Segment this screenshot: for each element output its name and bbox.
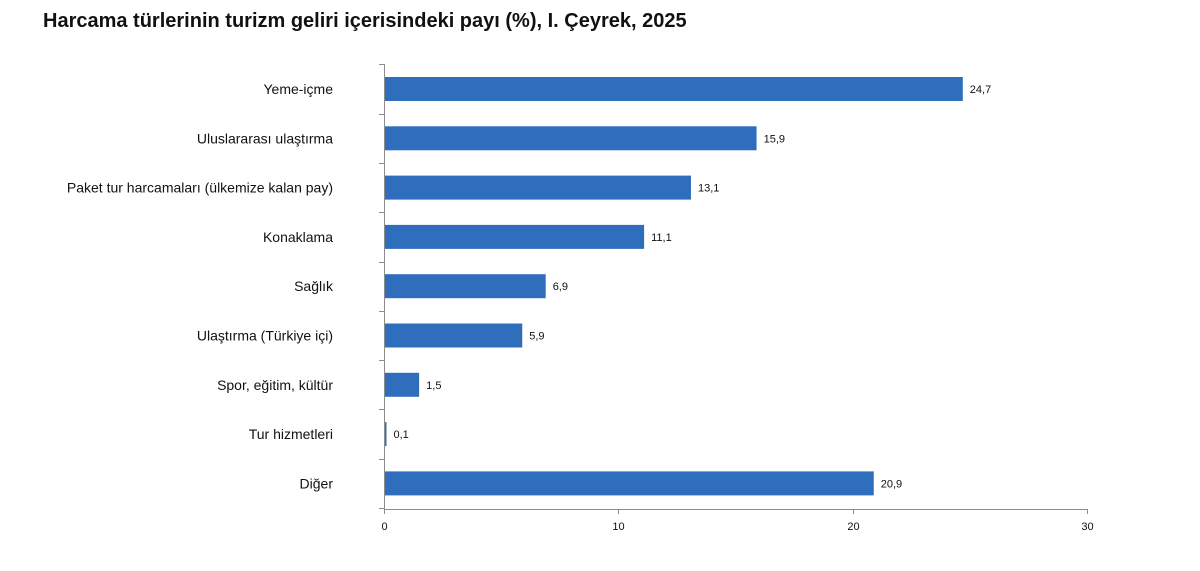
data-label: 1,5 [426,380,441,392]
bar [385,422,387,447]
x-tick-label: 0 [381,521,387,533]
bar [385,323,523,348]
category-label: Ulaştırma (Türkiye içi) [197,328,333,344]
category-label: Diğer [300,475,334,491]
bar [385,175,691,200]
x-tick-label: 10 [612,521,624,533]
x-tick-label: 30 [1081,521,1093,533]
bar [385,372,420,397]
category-label: Yeme-içme [263,81,333,97]
bar [385,224,645,249]
bar [385,126,757,151]
category-label: Tur hizmetleri [249,426,333,442]
category-label: Konaklama [263,229,333,245]
category-label: Uluslararası ulaştırma [197,130,333,146]
data-label: 15,9 [764,133,785,145]
data-label: 24,7 [970,84,991,96]
data-label: 13,1 [698,183,719,195]
bar [385,77,963,101]
x-tick-label: 20 [847,521,859,533]
category-label: Paket tur harcamaları (ülkemize kalan pa… [67,180,333,196]
data-label: 0,1 [394,429,409,441]
category-label: Spor, eğitim, kültür [217,377,333,393]
category-label: Sağlık [294,278,334,294]
data-label: 20,9 [881,478,902,490]
chart-title: Harcama türlerinin turizm geliri içerisi… [43,10,687,32]
bar [385,471,874,496]
data-label: 11,1 [651,232,672,244]
data-label: 5,9 [529,331,544,343]
bar [385,274,546,299]
data-label: 6,9 [553,281,568,293]
